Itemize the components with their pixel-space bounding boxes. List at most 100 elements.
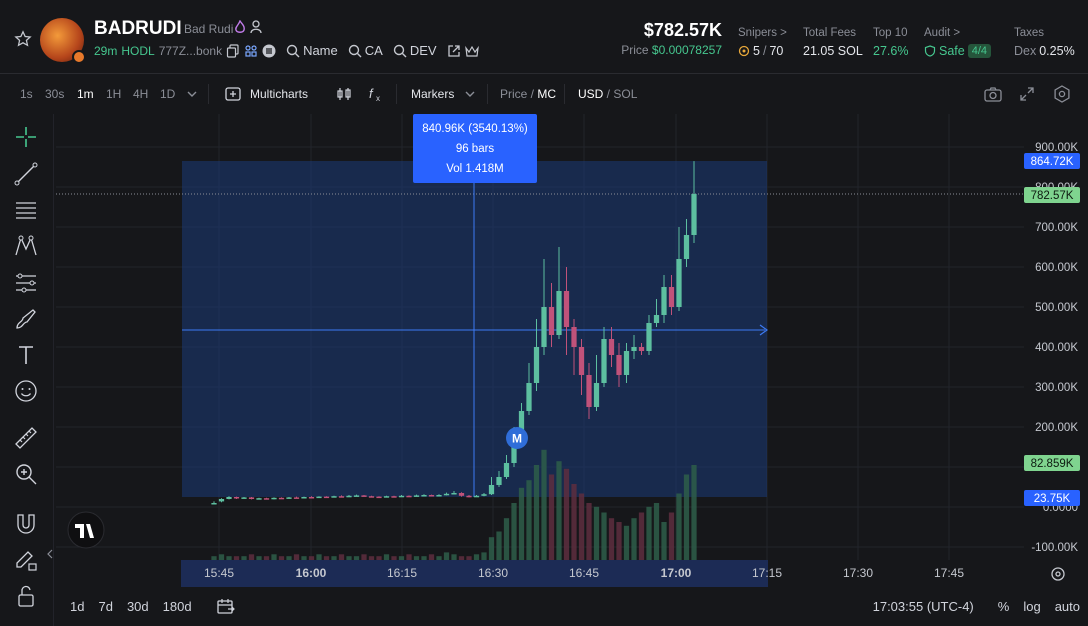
price-tick: 200.00K xyxy=(1035,422,1078,434)
range-30d[interactable]: 30d xyxy=(126,599,149,614)
candle-body xyxy=(248,497,255,499)
text-icon[interactable] xyxy=(13,342,39,368)
high-badge-label: 864.72K xyxy=(1031,156,1074,168)
measure-tooltip xyxy=(413,114,537,183)
star-icon[interactable] xyxy=(14,30,32,48)
copy-icon[interactable] xyxy=(226,43,240,58)
tv-logo-icon xyxy=(75,524,94,538)
interval-1h[interactable]: 1H xyxy=(106,87,122,101)
percent-toggle[interactable]: % xyxy=(997,599,1010,614)
candle-body xyxy=(436,495,442,497)
emoji-icon[interactable] xyxy=(13,378,39,404)
axis-settings-icon[interactable] xyxy=(1051,567,1065,581)
external-link-icon[interactable] xyxy=(447,44,461,58)
fib-lines-icon[interactable] xyxy=(13,197,39,223)
volume-bar xyxy=(353,556,360,560)
candles-icon[interactable] xyxy=(336,87,352,101)
crosshair-icon[interactable] xyxy=(13,124,39,150)
mid-badge-label: 82.859K xyxy=(1031,458,1074,470)
pattern-icon[interactable] xyxy=(13,233,39,259)
log-toggle[interactable]: log xyxy=(1023,599,1041,614)
list-icon[interactable] xyxy=(262,44,276,58)
volume-bar xyxy=(346,556,352,560)
snipers-value: 5/70 xyxy=(738,44,787,58)
volume-bar xyxy=(436,556,442,560)
snipers-count: 5 xyxy=(753,44,760,58)
volume-bar xyxy=(496,531,502,560)
camera-icon[interactable] xyxy=(984,86,1002,102)
candle-body xyxy=(263,498,270,500)
dev-icon xyxy=(250,20,262,34)
settings-icon[interactable] xyxy=(1053,85,1071,103)
price-chart[interactable]: 840.96K (3540.13%) 96 bars Vol 1.418M M … xyxy=(56,114,1088,626)
candle-body xyxy=(353,495,360,497)
volume-bar xyxy=(256,556,262,560)
target-icon xyxy=(738,45,750,57)
crown-icon[interactable] xyxy=(464,44,479,58)
projection-icon[interactable] xyxy=(13,270,39,296)
unlock-icon[interactable] xyxy=(13,583,39,609)
candle-body xyxy=(226,497,232,499)
search-ca-button[interactable]: CA xyxy=(348,43,383,58)
range-7d[interactable]: 7d xyxy=(98,599,113,614)
low-badge-label: 23.75K xyxy=(1034,493,1071,505)
range-bar: 1d 7d 30d 180d xyxy=(70,599,236,615)
chevron-down-icon[interactable] xyxy=(465,90,475,98)
candle-body xyxy=(211,503,217,505)
interval-1d[interactable]: 1D xyxy=(160,87,176,101)
volume-bar xyxy=(233,556,240,560)
holders-icon[interactable] xyxy=(244,44,258,58)
range-180d[interactable]: 180d xyxy=(162,599,192,614)
volume-bar xyxy=(286,556,292,560)
interval-30s[interactable]: 30s xyxy=(45,87,65,101)
high-badge xyxy=(1024,153,1080,169)
chart-canvas[interactable]: 840.96K (3540.13%) 96 bars Vol 1.418M M … xyxy=(56,114,1088,626)
volume-bar xyxy=(293,554,300,560)
volume-bar xyxy=(248,554,255,560)
snipers-stat[interactable]: Snipers > 5/70 xyxy=(738,27,787,58)
markers-button[interactable]: Markers xyxy=(411,87,455,101)
magnet-icon[interactable] xyxy=(13,511,39,537)
chevron-down-icon[interactable] xyxy=(187,90,197,98)
ruler-icon[interactable] xyxy=(13,425,39,451)
multicharts-button[interactable]: Multicharts xyxy=(250,87,309,101)
fullscreen-icon[interactable] xyxy=(1019,86,1035,102)
search-name-button[interactable]: Name xyxy=(286,43,338,58)
trendline-icon[interactable] xyxy=(13,161,39,187)
contract-address[interactable]: 777Z...bonk xyxy=(158,43,223,58)
brush-icon[interactable] xyxy=(13,306,39,332)
price-mc-toggle[interactable]: Price / MC xyxy=(500,87,557,101)
range-1d[interactable]: 1d xyxy=(70,599,85,614)
auto-toggle[interactable]: auto xyxy=(1054,599,1080,614)
candle-body xyxy=(616,355,622,375)
tradingview-logo[interactable] xyxy=(67,511,105,549)
interval-4h[interactable]: 4H xyxy=(133,87,149,101)
price-tick: 500.00K xyxy=(1035,302,1078,314)
candle-body xyxy=(638,347,645,351)
volume-bar xyxy=(646,506,652,560)
marker-label: M xyxy=(512,432,522,446)
zoom-icon[interactable] xyxy=(13,461,39,487)
measure-arrow-icon xyxy=(759,324,769,336)
volume-bar xyxy=(601,512,607,560)
add-chart-icon[interactable] xyxy=(225,87,241,101)
candle-body xyxy=(338,496,345,498)
clock[interactable]: 17:03:55 (UTC-4) xyxy=(872,599,974,614)
interval-1s[interactable]: 1s xyxy=(20,87,33,101)
audit-stat[interactable]: Audit > Safe 4/4 xyxy=(924,27,992,58)
time-tick: 16:30 xyxy=(478,566,508,580)
pencil-lock-icon[interactable] xyxy=(13,547,39,573)
candle-body xyxy=(608,339,615,355)
tooltip-bars: 96 bars xyxy=(456,143,495,155)
search-dev-button[interactable]: DEV xyxy=(393,43,437,58)
currency-toggle[interactable]: USD / SOL xyxy=(578,87,638,101)
migration-marker[interactable] xyxy=(506,427,528,449)
token-avatar[interactable] xyxy=(40,18,86,64)
volume-bar xyxy=(316,554,322,560)
calendar-range-icon[interactable] xyxy=(216,599,236,615)
volume-bar xyxy=(631,518,637,560)
interval-1m[interactable]: 1m xyxy=(77,87,94,101)
collapse-icon[interactable] xyxy=(46,548,54,560)
